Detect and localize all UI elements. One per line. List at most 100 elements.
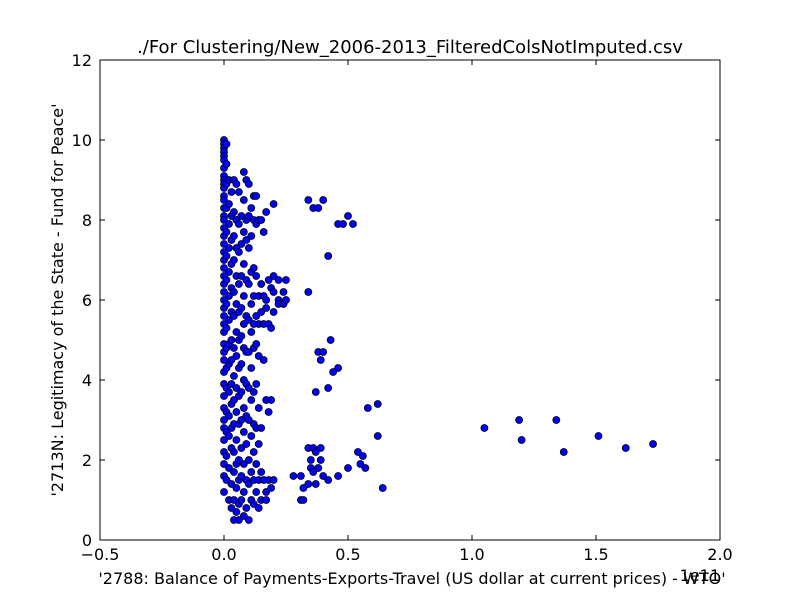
y-tick-label: 4: [82, 371, 92, 390]
data-point: [234, 220, 243, 228]
y-tick-label: 2: [82, 451, 92, 470]
data-point: [220, 356, 228, 364]
data-point: [220, 196, 228, 204]
data-point: [252, 380, 261, 388]
data-point: [225, 292, 233, 300]
data-point: [373, 432, 382, 440]
data-point: [239, 488, 248, 496]
data-point: [242, 236, 251, 244]
data-point: [220, 312, 228, 320]
data-point: [269, 200, 278, 208]
data-point: [222, 324, 231, 332]
data-point: [311, 448, 320, 456]
data-point: [237, 496, 246, 504]
data-point: [232, 408, 241, 416]
data-point: [249, 388, 258, 396]
data-point: [237, 240, 246, 248]
data-point: [334, 364, 342, 372]
data-point: [262, 208, 271, 216]
data-point: [247, 468, 256, 476]
data-point: [621, 444, 630, 452]
data-point: [247, 204, 256, 212]
data-point: [220, 264, 228, 272]
data-point: [262, 296, 271, 304]
data-point: [239, 428, 248, 436]
data-point: [257, 216, 266, 224]
data-point: [222, 452, 231, 460]
data-point: [237, 304, 246, 312]
data-point: [254, 504, 263, 512]
data-point: [262, 488, 271, 496]
data-point: [257, 468, 266, 476]
data-point: [559, 448, 568, 456]
data-point: [247, 396, 256, 404]
data-point: [257, 308, 266, 316]
data-point: [316, 356, 325, 364]
data-point: [232, 300, 241, 308]
data-point: [244, 212, 253, 220]
data-point: [262, 304, 271, 312]
data-point: [237, 212, 246, 220]
data-point: [220, 240, 228, 248]
x-axis-offset-label: 1e11: [680, 566, 720, 585]
data-point: [225, 432, 233, 440]
data-point: [480, 424, 489, 432]
data-point: [247, 364, 256, 372]
data-point: [252, 488, 261, 496]
data-point: [296, 472, 305, 480]
data-point: [264, 408, 273, 416]
data-point: [220, 436, 228, 444]
data-point: [222, 160, 231, 168]
data-point: [225, 316, 233, 324]
data-point: [227, 480, 236, 488]
y-axis-ticks: 0 2 4 6 8 10 12: [72, 51, 720, 550]
data-points: [220, 136, 657, 524]
data-point: [237, 360, 246, 368]
data-point: [326, 336, 335, 344]
data-point: [237, 272, 246, 280]
data-point: [314, 464, 323, 472]
data-point: [517, 436, 526, 444]
data-point: [230, 232, 238, 240]
data-point: [220, 416, 228, 424]
data-point: [232, 384, 241, 392]
data-point: [257, 424, 266, 432]
data-point: [324, 476, 333, 484]
data-point: [227, 356, 236, 364]
data-point: [239, 292, 248, 300]
data-point: [230, 344, 238, 352]
data-point: [222, 228, 231, 236]
data-point: [234, 456, 243, 464]
data-point: [304, 288, 313, 296]
data-point: [649, 440, 657, 448]
data-point: [222, 476, 231, 484]
data-point: [289, 472, 298, 480]
y-tick-label: 8: [82, 211, 92, 230]
data-point: [230, 372, 238, 380]
data-point: [267, 484, 276, 492]
data-point: [232, 328, 241, 336]
data-point: [319, 472, 328, 480]
data-point: [311, 388, 320, 396]
data-point: [230, 448, 238, 456]
data-point: [220, 460, 228, 468]
data-point: [230, 468, 238, 476]
data-point: [247, 432, 256, 440]
data-point: [230, 208, 238, 216]
data-point: [242, 504, 251, 512]
data-point: [247, 328, 256, 336]
data-point: [232, 508, 241, 516]
data-point: [252, 272, 261, 280]
data-point: [329, 368, 338, 376]
data-point: [232, 180, 241, 188]
data-point: [316, 456, 325, 464]
data-point: [237, 388, 246, 396]
data-point: [249, 264, 258, 272]
data-point: [334, 472, 342, 480]
data-point: [299, 484, 308, 492]
data-point: [279, 288, 288, 296]
y-tick-label: 6: [82, 291, 92, 310]
data-point: [244, 348, 253, 356]
x-tick-label: 1.5: [583, 545, 608, 564]
data-point: [304, 480, 313, 488]
